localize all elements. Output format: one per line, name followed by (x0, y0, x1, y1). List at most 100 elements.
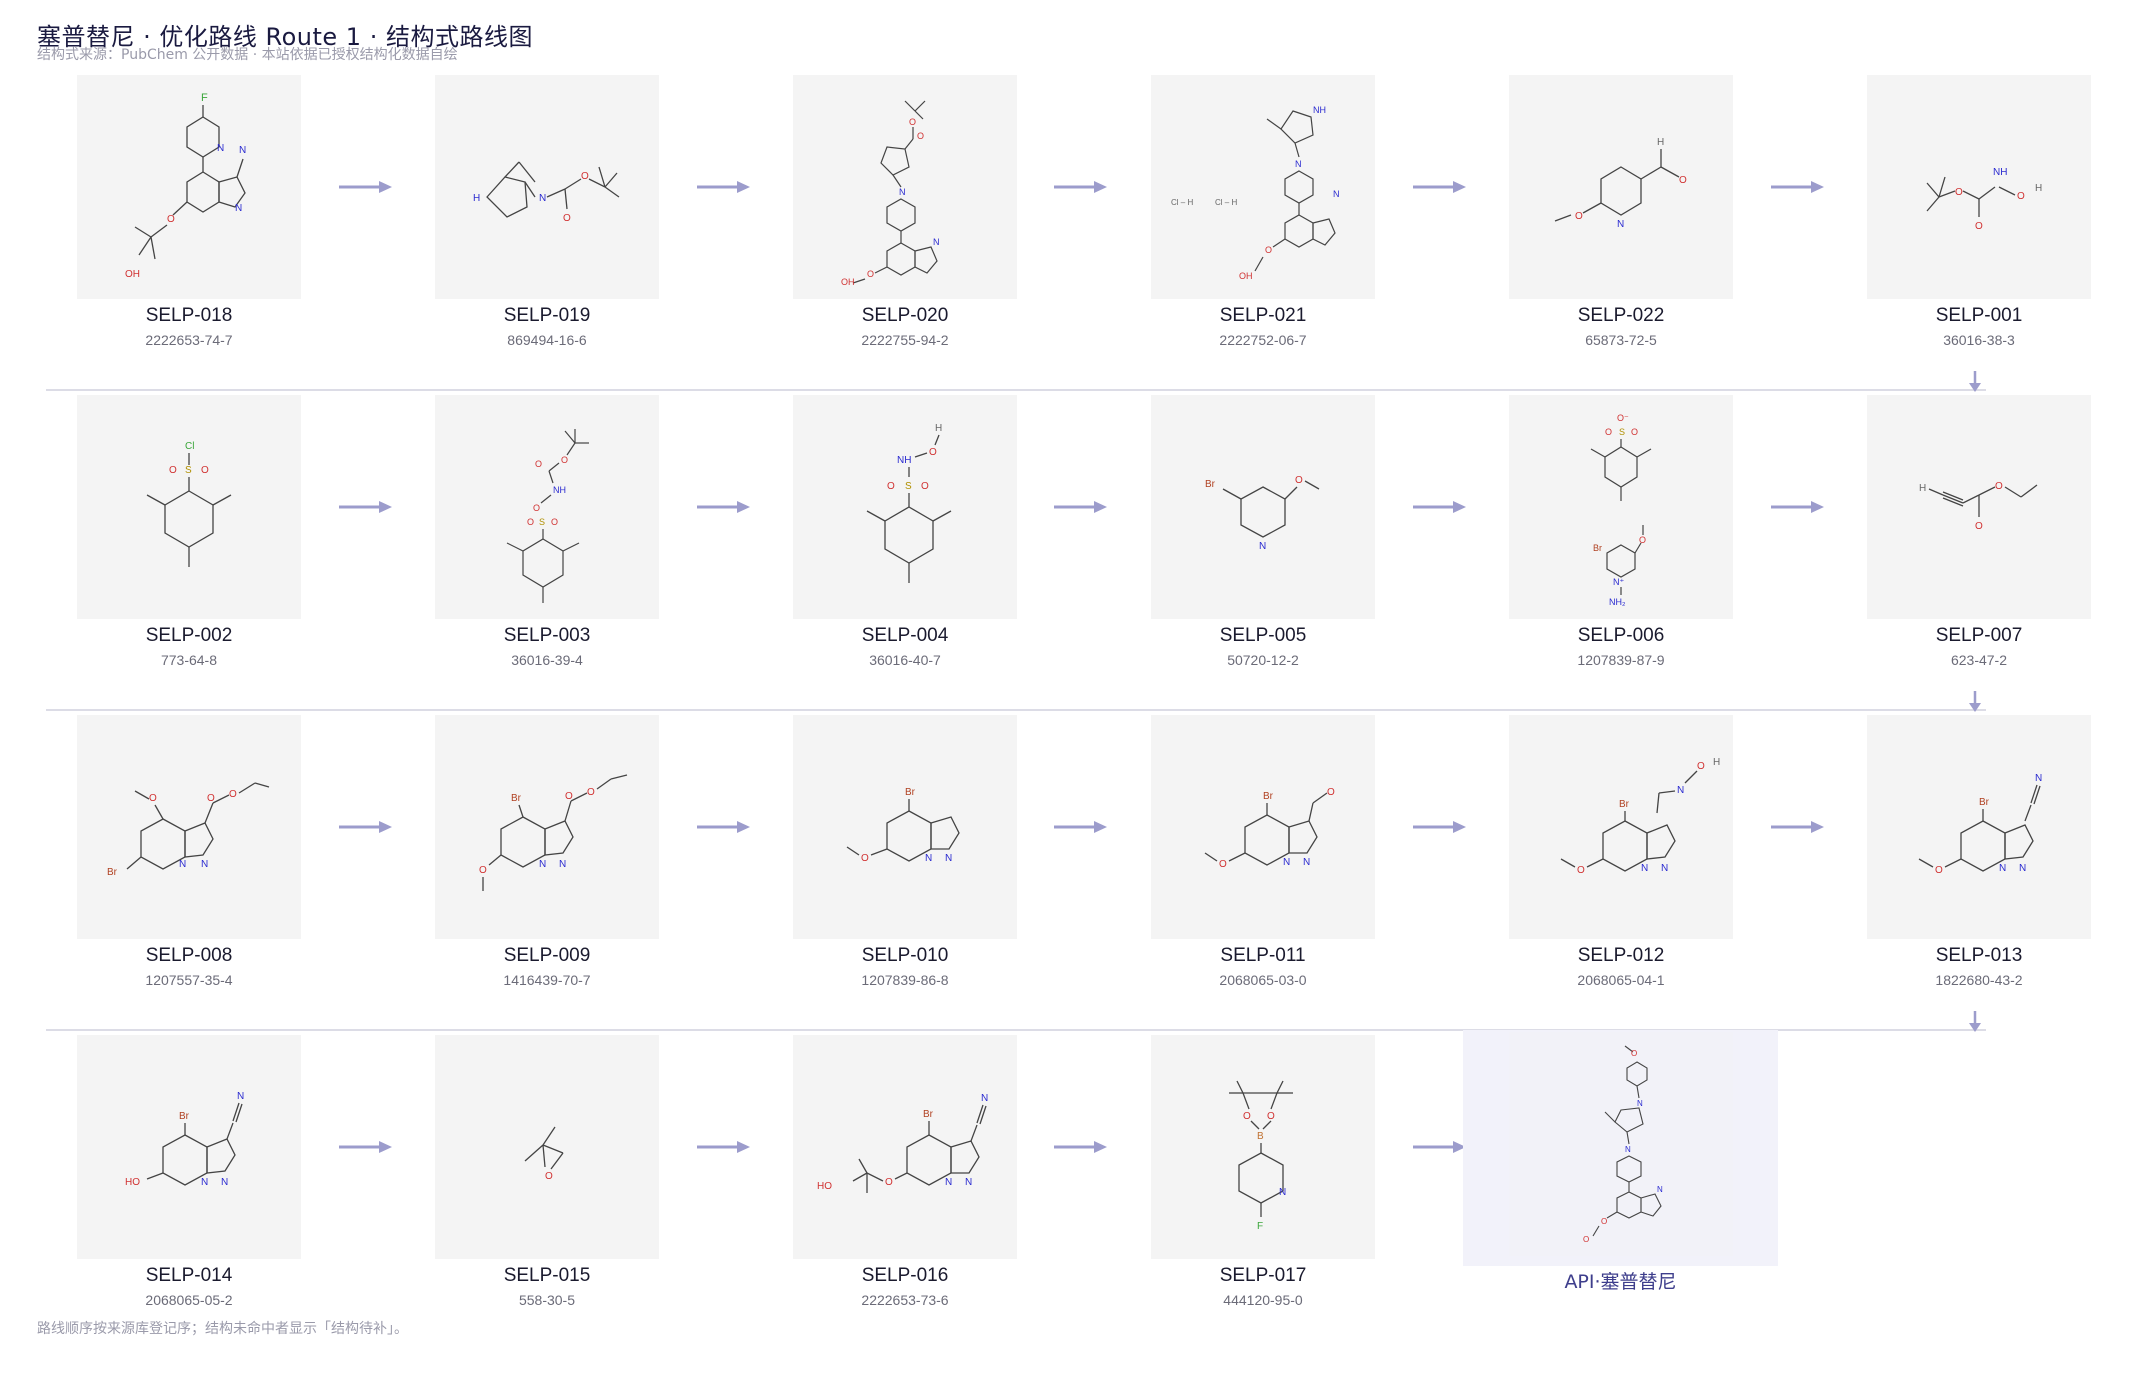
atom-label: N (1303, 857, 1310, 868)
compound-code: SELP-004 (861, 625, 949, 646)
atom-label: Cl (185, 441, 194, 452)
atom-label: F (201, 92, 208, 104)
atom-label: N (933, 237, 940, 247)
atom-label: O (909, 117, 916, 127)
compound-code: SELP-015 (503, 1265, 591, 1286)
atom-label: Br (923, 1109, 934, 1120)
atom-label: O (533, 503, 540, 513)
compound-code: SELP-014 (145, 1265, 233, 1286)
compound-card[interactable]: O O NH O H SELP-001 36016-38-3 (1867, 75, 2091, 348)
compound-code: SELP-017 (1219, 1265, 1307, 1286)
atom-label: H (935, 423, 942, 434)
atom-label: O (207, 793, 215, 804)
arrow-right-icon (339, 181, 392, 193)
cas-number: 1416439-70-7 (503, 972, 591, 988)
atom-label: O (1975, 221, 1983, 232)
molecule-structure: O O NH O S O O (506, 429, 589, 603)
molecule-structure: H N O O (473, 161, 620, 224)
compound-card[interactable]: H O N Br N N O SELP-012 2068065-04-1 (1509, 715, 1733, 988)
api-label: API·塞普替尼 (1564, 1271, 1677, 1293)
atom-label: N (201, 859, 208, 870)
atom-label: O (1697, 761, 1705, 772)
atom-label: O (2017, 191, 2025, 202)
atom-label: N (1657, 1185, 1663, 1194)
atom-label: Br (1205, 479, 1216, 490)
atom-label: H (473, 193, 480, 204)
atom-label: Br (1263, 791, 1274, 802)
page-subtitle: 结构式来源：PubChem 公开数据 · 本站依据已授权结构化数据自绘 (37, 47, 458, 63)
compound-card[interactable]: N Br O SELP-005 50720-12-2 (1151, 395, 1375, 668)
compound-card[interactable]: O O NH O S O O SELP-003 36016-39-4 (435, 395, 659, 668)
structure-tile: Br O N N O (1151, 715, 1375, 939)
compound-card[interactable]: N Br N N HO SELP-014 2068065-05-2 (77, 1035, 301, 1308)
atom-label: NH₂ (1609, 597, 1626, 607)
atom-label: O (1601, 1217, 1607, 1226)
structure-tile: N Br N N HO (77, 1035, 301, 1259)
atom-label: N (1625, 1145, 1631, 1154)
cas-number: 2222752-06-7 (1219, 332, 1307, 348)
compound-card[interactable]: Br O N N O SELP-011 2068065-03-0 (1151, 715, 1375, 988)
atom-label: N (221, 1177, 228, 1188)
structure-tile: N Br N N O HO (793, 1035, 1017, 1259)
compound-card[interactable]: H N O O SELP-019 869494-16-6 (435, 75, 659, 348)
row-separator (46, 389, 1986, 391)
atom-label: H (2035, 183, 2042, 194)
atom-label: N⁺ (1613, 577, 1624, 587)
compound-card[interactable]: F N N N O OH SELP-018 2222653-74-7 (77, 75, 301, 348)
arrow-right-icon (1771, 501, 1824, 513)
arrow-right-icon (339, 501, 392, 513)
structure-tile: N Br O (1151, 395, 1375, 619)
structure-tile: O N N N O O (1508, 1032, 1733, 1256)
compound-card[interactable]: O O N N O OH SELP-020 2222755-94-2 (793, 75, 1017, 348)
atom-label: S (905, 481, 912, 492)
cas-number: 36016-39-4 (511, 652, 583, 668)
compound-card[interactable]: O O B N F SELP-017 444120-95-0 (1151, 1035, 1375, 1308)
atom-label: Br (107, 867, 118, 878)
atom-label: NH (897, 455, 911, 466)
compound-code: SELP-011 (1220, 945, 1306, 966)
compound-code: SELP-020 (861, 305, 949, 326)
atom-label: O (885, 1177, 893, 1188)
atom-label: N (237, 1091, 244, 1102)
compound-card[interactable]: N H O O SELP-022 65873-72-5 (1509, 75, 1733, 348)
compound-card[interactable]: N Br N N O SELP-013 1822680-43-2 (1867, 715, 2091, 988)
atom-label: S (185, 465, 192, 476)
compound-card[interactable]: N Br N N O HO SELP-016 2222653-73-6 (793, 1035, 1017, 1308)
atom-label: N (965, 1177, 972, 1188)
row-separator (46, 1029, 1986, 1031)
compound-card[interactable]: Cl – H Cl – H NH N N O OH SELP-021 22227… (1151, 75, 1375, 348)
compound-card[interactable]: O⁻ O S O Br O N⁺ NH₂ SELP-006 1207839-87… (1509, 395, 1733, 668)
atom-label: Br (1619, 799, 1630, 810)
compound-card[interactable]: H O NH O S O SELP-004 36016-40-7 (793, 395, 1017, 668)
compound-card[interactable]: O O O N N Br SELP-008 1207557-35-4 (77, 715, 301, 988)
atom-label: H (1919, 483, 1926, 494)
compound-card[interactable]: Br O O N N O SELP-009 1416439-70-7 (435, 715, 659, 988)
atom-label: O (929, 447, 937, 458)
molecule-structure: O O O N N Br (107, 782, 270, 878)
atom-label: Br (179, 1111, 190, 1122)
structure-tile: H N O O (435, 75, 659, 299)
compound-card[interactable]: O SELP-015 558-30-5 (435, 1035, 659, 1308)
molecule-structure: N Br O (1205, 475, 1320, 552)
arrow-right-icon (1413, 501, 1466, 513)
structure-tile: O O NH O S O O (435, 395, 659, 619)
molecule-structure: Cl – H Cl – H NH N N O OH (1171, 105, 1340, 281)
atom-label: O (1605, 427, 1612, 437)
arrow-right-icon (1054, 1141, 1107, 1153)
atom-label: O (1295, 475, 1303, 486)
cas-number: 1822680-43-2 (1935, 972, 2023, 988)
arrow-right-icon (1054, 501, 1107, 513)
arrow-right-icon (339, 1141, 392, 1153)
compound-card[interactable]: Br N N O SELP-010 1207839-86-8 (793, 715, 1017, 988)
atom-label: HO (125, 1177, 140, 1188)
atom-label: O (167, 214, 175, 225)
atom-label: O (1583, 1235, 1589, 1244)
compound-card[interactable]: Cl O S O SELP-002 773-64-8 (77, 395, 301, 668)
compound-code: SELP-010 (861, 945, 949, 966)
atom-label: Br (905, 787, 916, 798)
compound-card[interactable]: H O O SELP-007 623-47-2 (1867, 395, 2091, 668)
atom-label: N (1637, 1099, 1643, 1108)
api-card[interactable]: O N N N O O (1463, 1030, 1778, 1266)
cas-number: 2068065-05-2 (145, 1292, 233, 1308)
arrow-right-icon (697, 181, 750, 193)
